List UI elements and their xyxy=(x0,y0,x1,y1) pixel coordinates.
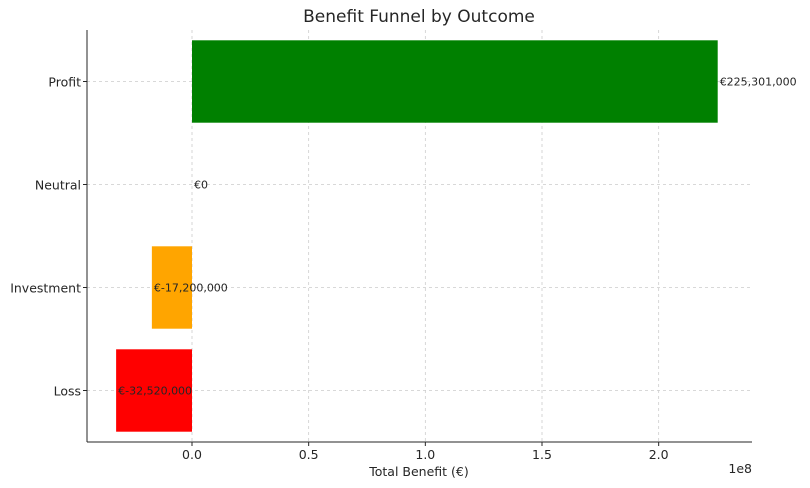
data-label-investment: €-17,200,000 xyxy=(154,282,228,295)
x-tick-label: 0.5 xyxy=(299,447,319,462)
x-tick-label: 0.0 xyxy=(182,447,202,462)
x-tick-label: 1.5 xyxy=(532,447,552,462)
data-label-neutral: €0 xyxy=(194,179,208,192)
chart-title: Benefit Funnel by Outcome xyxy=(303,7,535,27)
y-tick-label-investment: Investment xyxy=(10,281,81,296)
x-axis-label: Total Benefit (€) xyxy=(368,464,469,479)
y-tick-label-profit: Profit xyxy=(48,75,81,90)
bar-investment xyxy=(151,246,192,329)
bars xyxy=(116,40,718,432)
y-tick-label-neutral: Neutral xyxy=(35,178,81,193)
x-axis-offset-text: 1e8 xyxy=(728,461,752,476)
data-labels: €225,301,000 €0 €-17,200,000 €-32,520,000 xyxy=(118,76,797,398)
data-label-loss: €-32,520,000 xyxy=(118,385,192,398)
bar-loss xyxy=(116,349,192,432)
axes: 0.0 0.5 1.0 1.5 2.0 Profit Neutral Investment Lo… xyxy=(10,30,752,462)
x-tick-label: 2.0 xyxy=(649,447,669,462)
bar-profit xyxy=(192,40,718,123)
x-tick-label: 1.0 xyxy=(415,447,435,462)
data-label-profit: €225,301,000 xyxy=(720,76,797,89)
y-tick-label-loss: Loss xyxy=(54,384,81,399)
